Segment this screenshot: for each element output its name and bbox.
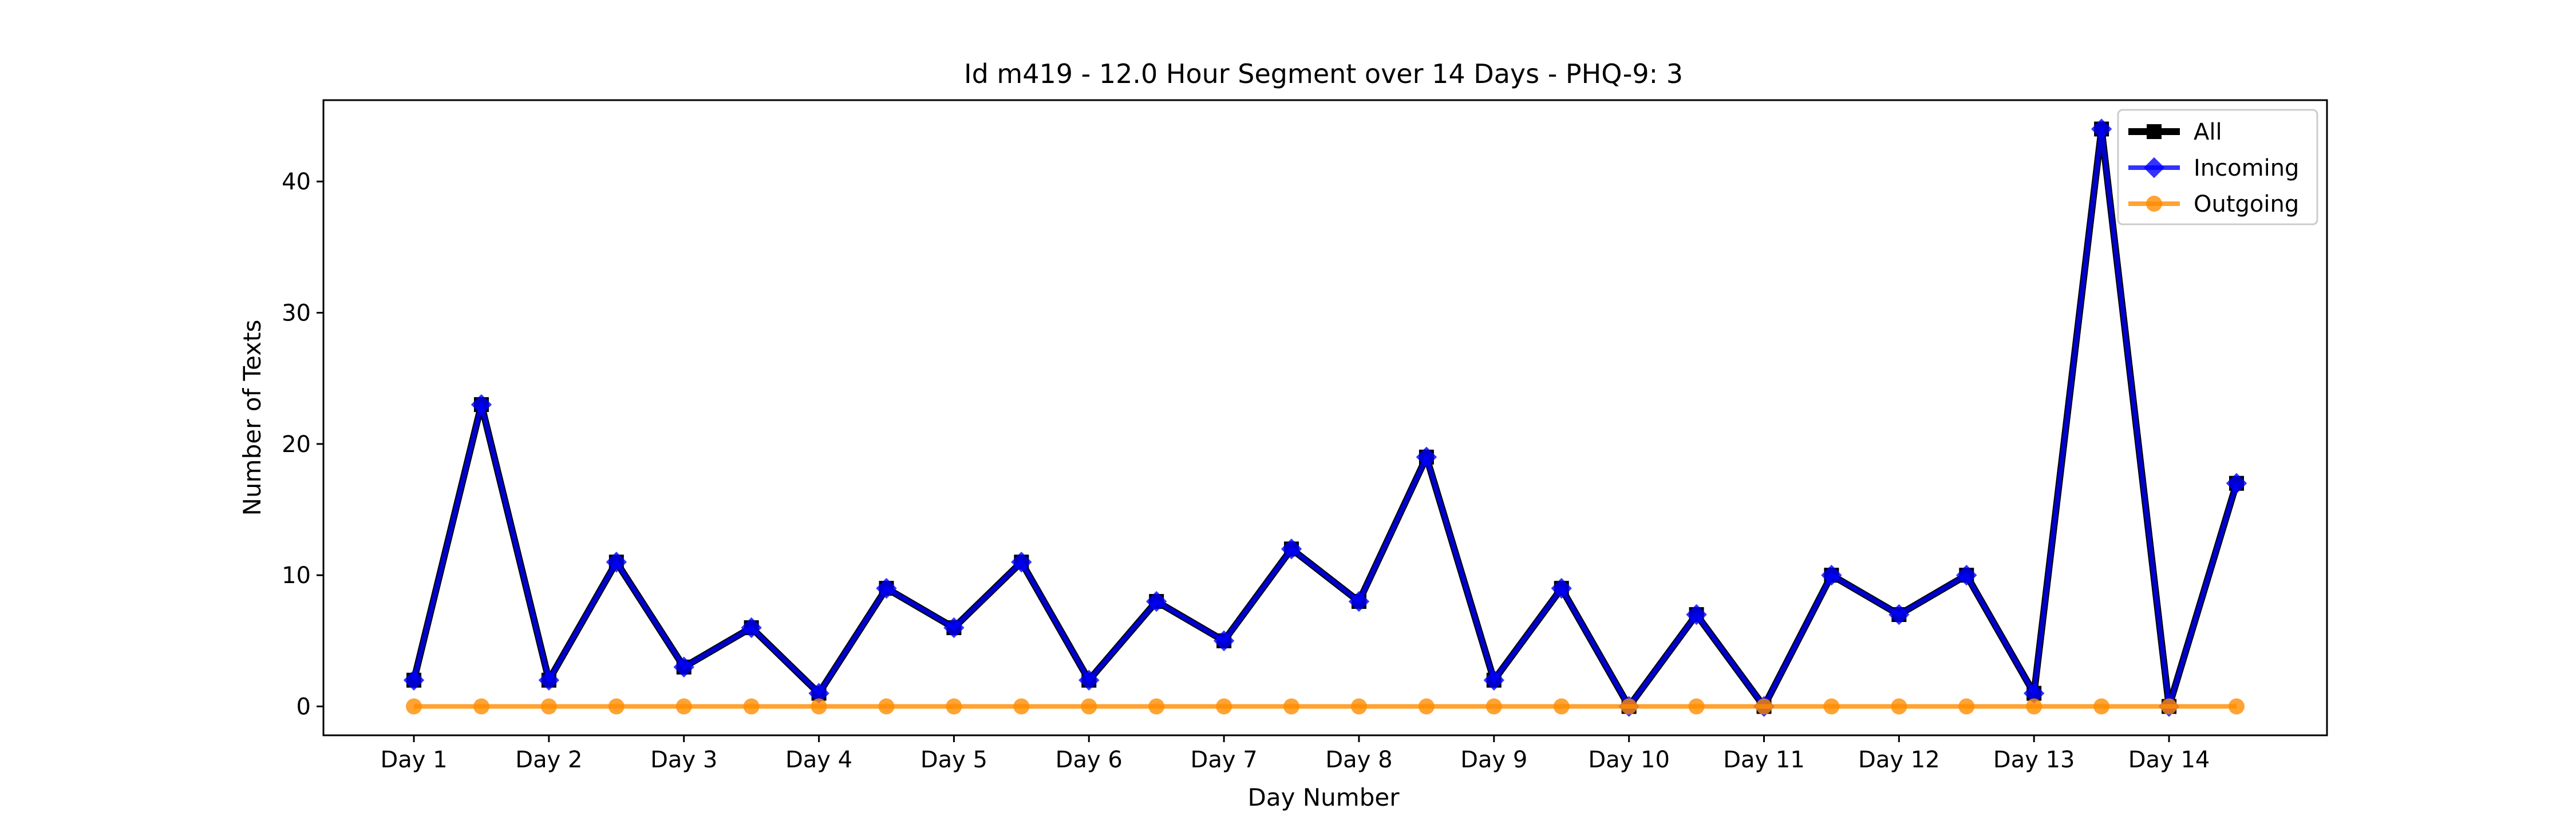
x-tick-label: Day 12 [1858, 747, 1940, 773]
legend-label: All [2194, 119, 2222, 145]
x-tick-label: Day 1 [380, 747, 447, 773]
data-point [1078, 670, 1100, 691]
data-point [2226, 473, 2247, 494]
data-point [1485, 698, 1502, 715]
series-incoming [403, 118, 2247, 717]
y-tick-label: 10 [282, 562, 311, 589]
legend: All Incoming Outgoing [2117, 109, 2318, 225]
x-tick-label: Day 6 [1056, 747, 1123, 773]
data-point [1013, 698, 1030, 715]
data-point [538, 670, 560, 691]
data-point [2093, 698, 2110, 715]
y-tick-label: 40 [282, 169, 311, 195]
data-point [1621, 698, 1637, 715]
data-point [1956, 565, 1977, 586]
x-tick-label: Day 11 [1723, 747, 1805, 773]
data-point [1686, 604, 1707, 625]
data-point [1350, 698, 1367, 715]
data-point [1281, 538, 1302, 560]
data-point [1148, 698, 1165, 715]
legend-swatch-marker [2147, 124, 2162, 139]
data-point [811, 698, 827, 715]
data-point [473, 698, 489, 715]
data-point [808, 683, 829, 704]
y-tick-label: 30 [282, 300, 311, 327]
y-tick-label: 0 [297, 694, 311, 720]
data-point [1145, 591, 1167, 612]
data-point [540, 698, 557, 715]
legend-swatch-marker [2146, 196, 2162, 212]
data-point [608, 698, 625, 715]
data-point [471, 394, 492, 415]
data-point [1011, 552, 1032, 573]
data-point [1081, 698, 1097, 715]
data-point [943, 617, 965, 639]
data-point [946, 698, 962, 715]
data-point [2024, 683, 2045, 704]
legend-item: All [2128, 119, 2222, 145]
data-point [1213, 630, 1235, 652]
data-point [2026, 698, 2042, 715]
x-tick-label: Day 7 [1191, 747, 1258, 773]
data-point [2228, 698, 2245, 715]
series-all [406, 121, 2244, 714]
data-point [743, 698, 760, 715]
data-point [2091, 118, 2112, 140]
legend-label: Incoming [2194, 155, 2299, 181]
x-tick-label: Day 3 [650, 747, 717, 773]
x-axis-label: Day Number [1247, 783, 1400, 811]
data-point [741, 617, 762, 639]
data-point [1553, 698, 1570, 715]
data-point [878, 698, 895, 715]
series-layer [403, 118, 2247, 717]
x-axis: Day 1 Day 2 Day 3 Day 4 Day 5 Day 6 Day 7 Day 8… [380, 735, 2210, 773]
data-point [1416, 446, 1437, 468]
series-line [412, 126, 2239, 709]
y-axis: 0 10 20 30 40 [282, 169, 323, 720]
x-tick-label: Day 4 [785, 747, 852, 773]
data-point [1688, 698, 1705, 715]
chart-title: Id m419 - 12.0 Hour Segment over 14 Days… [964, 58, 1683, 89]
x-tick-label: Day 5 [920, 747, 987, 773]
data-point [1958, 698, 1975, 715]
data-point [1891, 698, 1907, 715]
data-point [1348, 591, 1370, 612]
data-point [1483, 670, 1505, 691]
data-point [876, 577, 897, 599]
x-tick-label: Day 13 [1993, 747, 2075, 773]
data-point [1821, 565, 1842, 586]
legend-swatch-marker [2143, 157, 2165, 179]
x-tick-label: Day 10 [1588, 747, 1670, 773]
plot-area [322, 99, 2328, 736]
data-point [1756, 698, 1772, 715]
series-line [410, 125, 2240, 710]
data-point [1283, 698, 1300, 715]
data-point [1216, 698, 1232, 715]
x-tick-label: Day 9 [1460, 747, 1527, 773]
x-tick-label: Day 8 [1325, 747, 1392, 773]
y-tick-label: 20 [282, 431, 311, 458]
data-point [675, 698, 692, 715]
data-point [606, 552, 627, 573]
data-point [1551, 577, 1572, 599]
legend-item: Incoming [2128, 155, 2299, 181]
x-tick-label: Day 14 [2128, 747, 2210, 773]
data-point [406, 698, 422, 715]
data-point [403, 670, 425, 691]
series-outgoing [406, 698, 2245, 715]
legend-item: Outgoing [2128, 191, 2299, 217]
data-point [1418, 698, 1435, 715]
x-tick-label: Day 2 [515, 747, 582, 773]
y-axis-label: Number of Texts [238, 320, 266, 516]
data-point [1888, 604, 1910, 625]
legend-label: Outgoing [2194, 191, 2299, 217]
data-point [1823, 698, 1840, 715]
data-point [673, 656, 694, 678]
data-point [2161, 698, 2178, 715]
legend-box [2117, 109, 2318, 225]
